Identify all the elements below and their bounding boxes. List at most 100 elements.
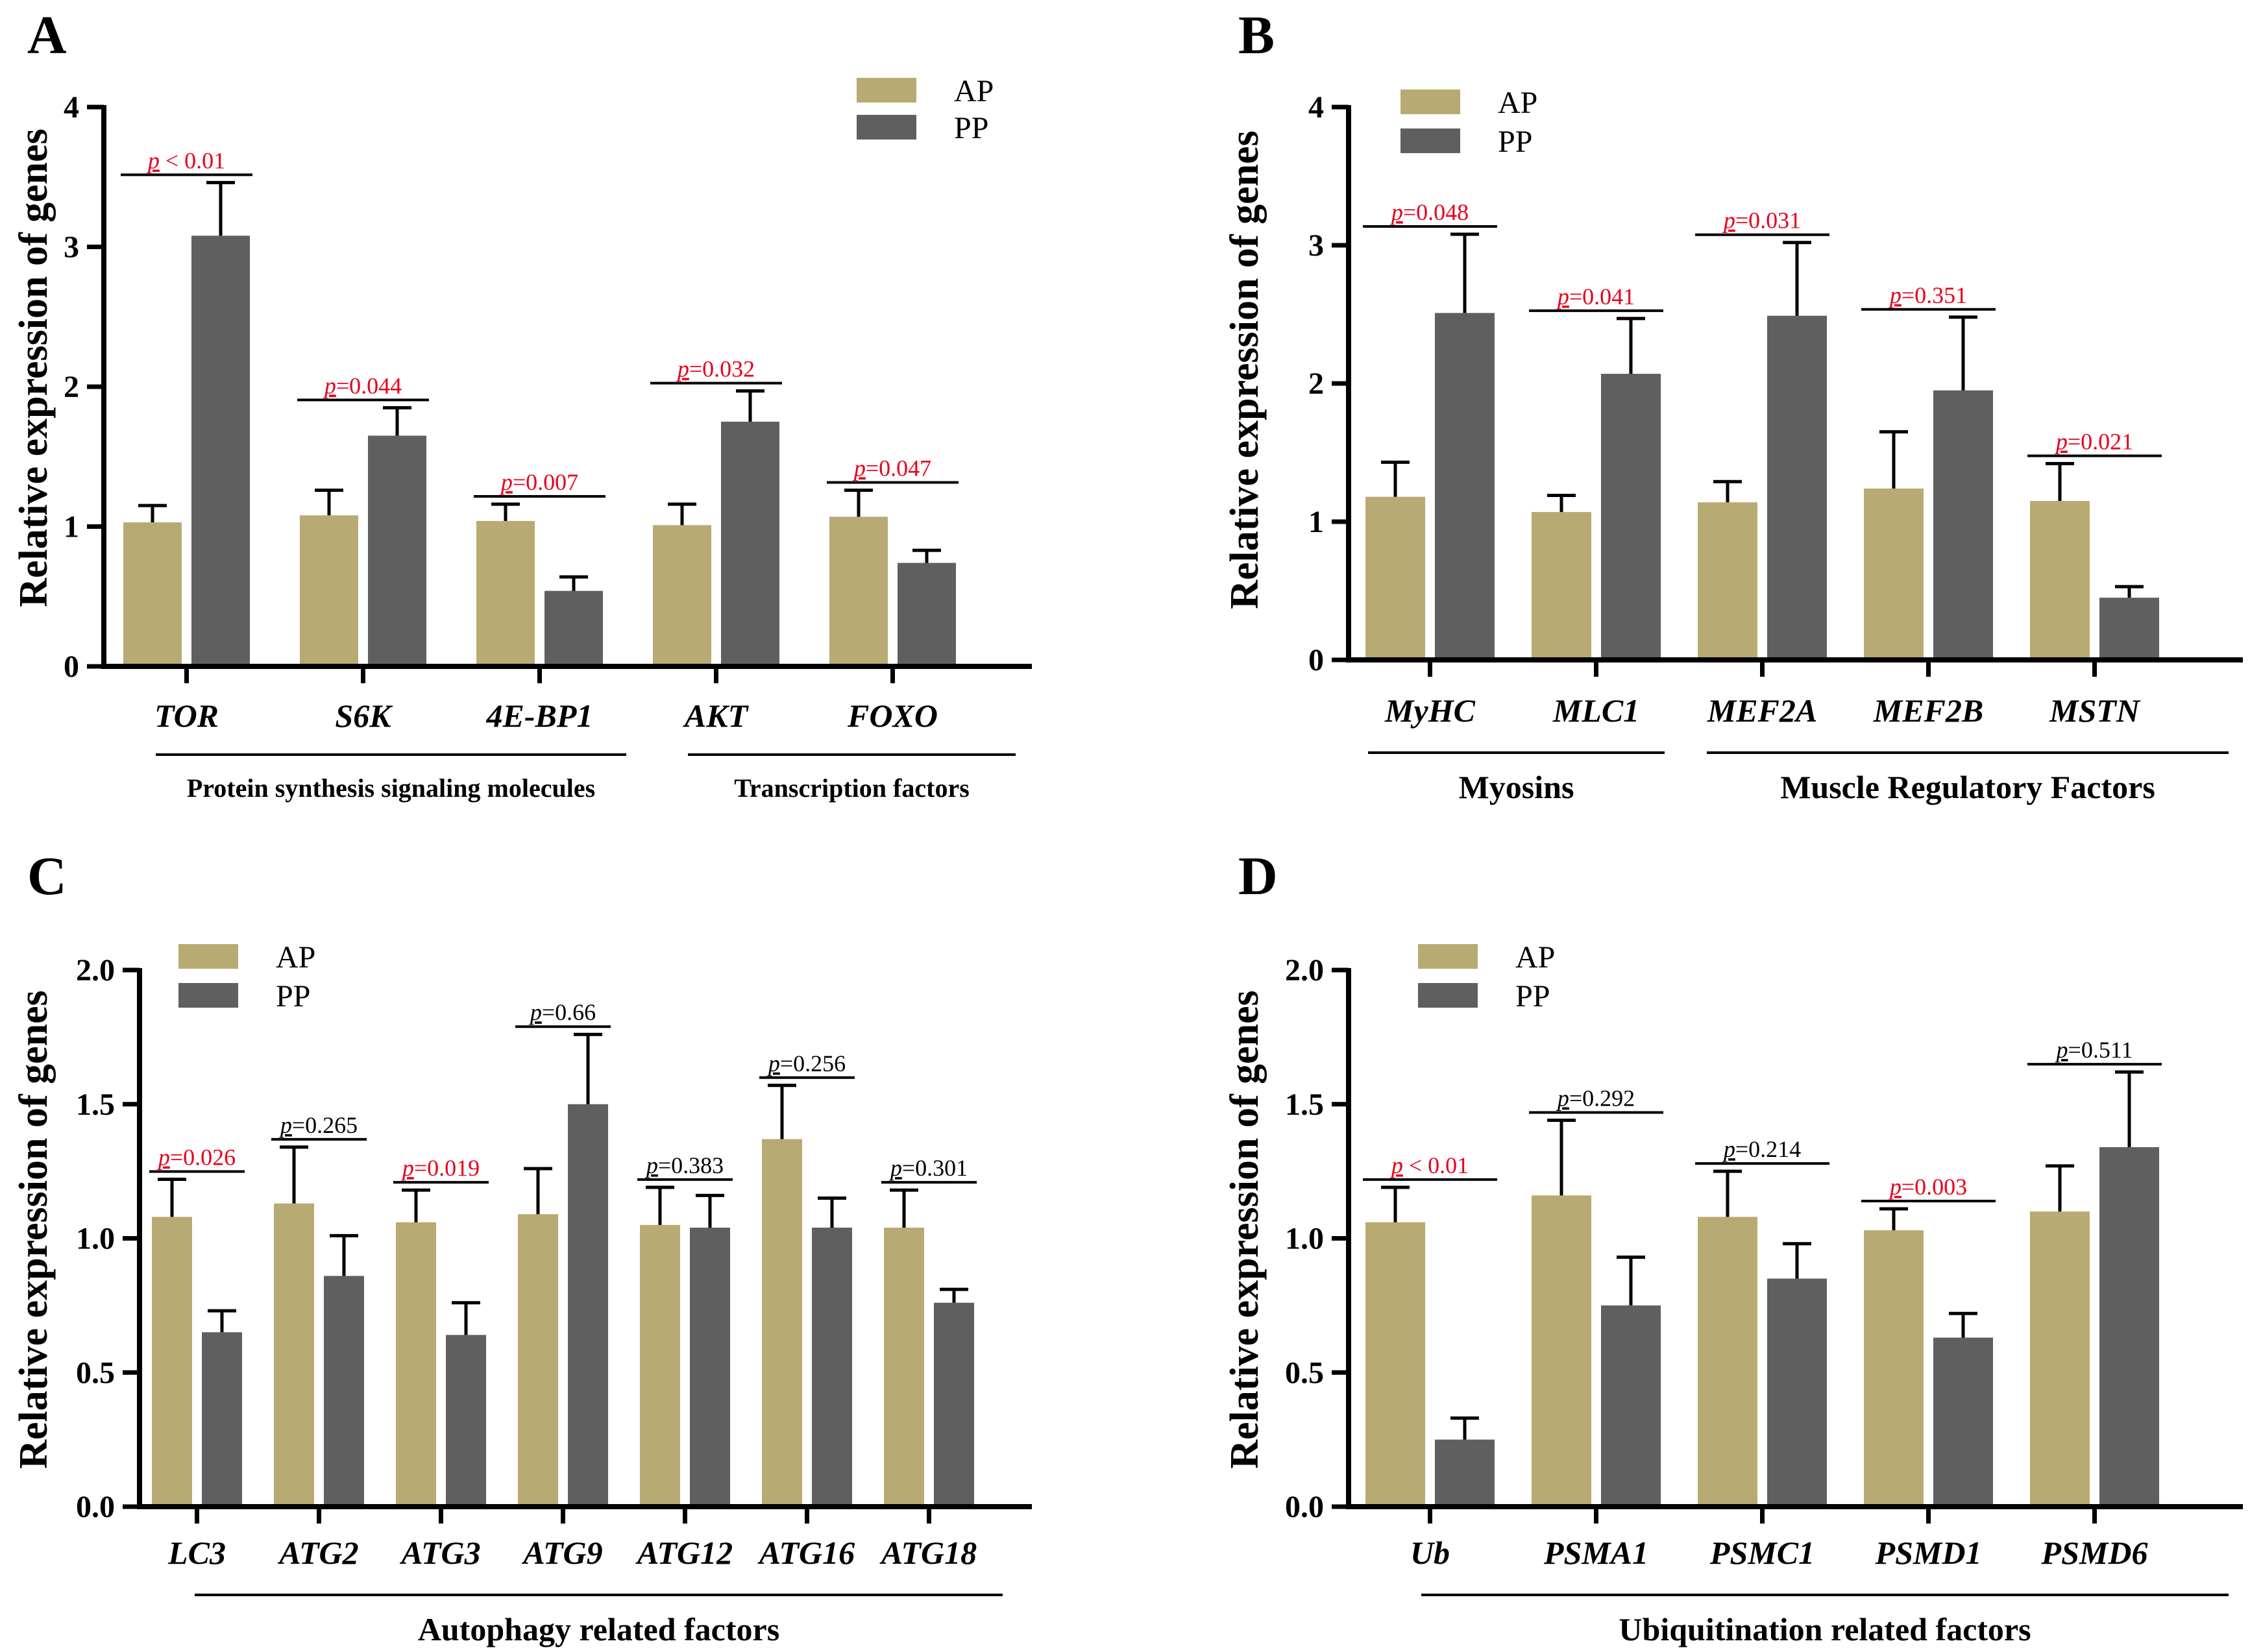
panel-d-bar-pp-0 <box>1435 1439 1495 1507</box>
panel-b-bar-pp-1 <box>1601 374 1661 660</box>
panel-c-ytick-label-0: 0.0 <box>76 1490 115 1524</box>
panel-b-bar-ap-1 <box>1532 512 1591 660</box>
panel-d-category-label-1: PSMA1 <box>1543 1535 1648 1571</box>
panel-a-groups: Protein synthesis signaling molecules Tr… <box>156 753 1016 803</box>
panel-a-yticks: 0 1 2 3 4 <box>64 90 104 684</box>
panel-a-ytick-label-0: 0 <box>64 650 79 684</box>
panel-b-bar-ap-3 <box>1864 488 1924 660</box>
panel-d-bar-pp-2 <box>1767 1278 1827 1507</box>
panel-c-bars <box>152 1032 974 1507</box>
panel-a-bar-pp-2 <box>544 590 603 666</box>
panel-c-bar-pp-1 <box>324 1276 364 1507</box>
panel-a-pvalues: p < 0.01 p=0.044 p=0.007 p=0.032 p=0.047 <box>121 147 959 498</box>
panel-c-category-label-5: ATG16 <box>757 1535 855 1571</box>
panel-a-category-label-1: S6K <box>335 698 393 734</box>
panel-c-ytick-label-4: 2.0 <box>76 953 115 988</box>
panel-c-legend-label-ap: AP <box>276 940 315 975</box>
panel-c-bar-ap-4 <box>640 1224 680 1507</box>
panel-d-bar-ap-0 <box>1365 1222 1425 1507</box>
panel-a-legend-swatch-pp <box>857 115 916 140</box>
panel-b-categories: MyHC MLC1 MEF2A MEF2B MSTN <box>1384 660 2141 729</box>
panel-d-legend-swatch-pp <box>1418 983 1478 1008</box>
panel-d-ytick-label-1: 0.5 <box>1285 1355 1324 1390</box>
panel-c-pvalue-label-4: p=0.383 <box>644 1152 724 1178</box>
panel-a-bar-ap-2 <box>476 520 535 666</box>
panel-c-ytick-label-3: 1.5 <box>76 1087 115 1122</box>
panel-c-ylabel: Relative expression of genes <box>12 990 56 1469</box>
panel-b-ytick-label-1: 1 <box>1308 505 1324 539</box>
panel-a-bar-pp-4 <box>898 563 956 666</box>
panel-c-pvalue-label-2: p=0.019 <box>400 1155 480 1181</box>
panel-c-legend: AP PP <box>178 940 315 1014</box>
panel-a-bars <box>123 180 956 666</box>
panel-b-pvalue-label-1: p=0.041 <box>1556 284 1635 310</box>
panel-c-bar-pp-3 <box>568 1104 608 1507</box>
panel-c-category-label-6: ATG18 <box>879 1535 977 1571</box>
panel-d-pvalue-label-1: p=0.292 <box>1556 1086 1635 1111</box>
panel-a-legend-label-pp: PP <box>954 111 988 145</box>
panel-c-category-label-2: ATG3 <box>399 1535 480 1571</box>
panel-d-ylabel: Relative expression of genes <box>1223 990 1267 1469</box>
panel-b-yticks: 0 1 2 3 4 <box>1308 90 1349 677</box>
panel-a-bar-ap-4 <box>829 516 888 666</box>
panel-a-group-label-0: Protein synthesis signaling molecules <box>187 773 595 803</box>
panel-b-letter: B <box>1238 5 1275 66</box>
panel-b-group-label-1: Muscle Regulatory Factors <box>1780 769 2155 805</box>
panel-a-category-label-0: TOR <box>154 698 219 734</box>
panel-c-bar-pp-6 <box>934 1302 974 1507</box>
panel-d-ytick-label-3: 1.5 <box>1285 1087 1324 1122</box>
panel-d-yticks: 0.0 0.5 1.0 1.5 2.0 <box>1285 953 1349 1524</box>
panel-c-bar-pp-2 <box>446 1335 486 1507</box>
panel-c-pvalue-label-3: p=0.66 <box>528 999 596 1025</box>
panel-c-pvalue-label-6: p=0.301 <box>888 1155 968 1181</box>
panel-d-pvalue-label-0: p < 0.01 <box>1389 1152 1469 1178</box>
panel-d-bar-pp-4 <box>2099 1147 2159 1507</box>
panel-d-bar-ap-3 <box>1864 1230 1924 1507</box>
panel-a-category-label-4: FOXO <box>847 698 938 734</box>
panel-c-category-label-3: ATG9 <box>521 1535 602 1571</box>
panel-d-category-label-0: Ub <box>1410 1535 1450 1571</box>
panel-c-category-label-0: LC3 <box>167 1535 226 1571</box>
panel-d-letter: D <box>1238 846 1278 906</box>
panel-b-pvalues: p=0.048 p=0.041 p=0.031 p=0.351 p=0.021 <box>1363 199 2162 457</box>
panel-c-pvalue-label-0: p=0.026 <box>156 1145 236 1171</box>
panel-a-ytick-label-1: 1 <box>64 510 79 544</box>
panel-d-pvalue-label-4: p=0.511 <box>2055 1037 2133 1063</box>
panel-a-group-label-1: Transcription factors <box>734 773 970 803</box>
panel-b-bar-pp-3 <box>1933 390 1993 660</box>
panel-c-legend-label-pp: PP <box>276 979 310 1014</box>
panel-d-pvalue-label-3: p=0.003 <box>1888 1174 1967 1200</box>
panel-a-categories: TOR S6K 4E-BP1 AKT FOXO <box>154 666 938 734</box>
panel-b-bar-pp-4 <box>2099 598 2159 660</box>
panel-a-bar-pp-1 <box>368 435 426 666</box>
panel-b-bar-ap-2 <box>1698 502 1757 660</box>
panel-a-ylabel: Relative expression of genes <box>12 128 56 607</box>
panel-c-ytick-label-2: 1.0 <box>76 1222 115 1256</box>
panel-b-bar-ap-0 <box>1365 496 1425 660</box>
panel-a-pvalue-label-2: p=0.007 <box>499 469 578 495</box>
panel-b-bar-pp-0 <box>1435 313 1495 660</box>
panel-c-bar-pp-4 <box>690 1227 730 1507</box>
panel-c-categories: LC3 ATG2 ATG3 ATG9 ATG12 ATG16 ATG18 <box>167 1507 977 1571</box>
panel-a-ytick-label-2: 2 <box>64 370 79 404</box>
panel-b-groups: Myosins Muscle Regulatory Factors <box>1368 751 2229 805</box>
panel-c-groups: Autophagy related factors <box>195 1594 1003 1647</box>
panel-a-category-label-2: 4E-BP1 <box>486 698 593 734</box>
panel-b-pvalue-label-3: p=0.351 <box>1888 282 1967 308</box>
panel-d-ytick-label-4: 2.0 <box>1285 953 1324 988</box>
panel-a-bar-pp-0 <box>191 236 250 666</box>
panel-d-bar-ap-4 <box>2030 1211 2090 1507</box>
panel-b-legend: AP PP <box>1400 86 1537 159</box>
panel-b-legend-label-ap: AP <box>1498 86 1537 120</box>
panel-b-category-label-3: MEF2B <box>1873 692 1984 729</box>
panel-c: C Relative expression of genes 0.0 0.5 1.0… <box>12 846 1032 1647</box>
panel-b-pvalue-label-2: p=0.031 <box>1722 208 1801 234</box>
panel-a-pvalue-label-3: p=0.032 <box>676 356 755 382</box>
panel-a-category-label-3: AKT <box>683 698 750 734</box>
panel-b-category-label-4: MSTN <box>2049 692 2141 729</box>
panel-b-ytick-label-2: 2 <box>1308 367 1324 401</box>
panel-b-ylabel: Relative expression of genes <box>1223 130 1267 609</box>
panel-d-group-label-0: Ubiquitination related factors <box>1619 1611 2031 1647</box>
panel-a-legend: AP PP <box>857 74 994 145</box>
